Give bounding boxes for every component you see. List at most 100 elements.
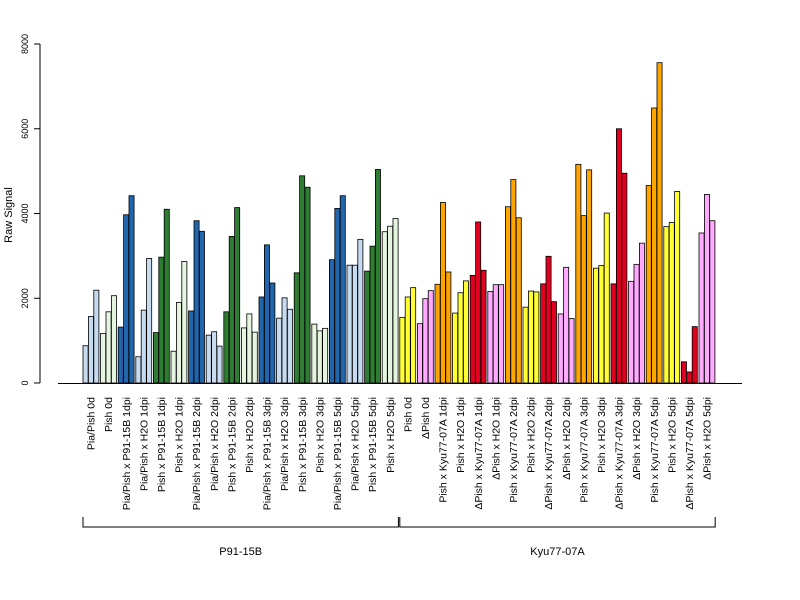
bar [351, 264, 358, 384]
bar [557, 313, 564, 384]
bar [533, 291, 540, 384]
x-tick-label: Pish 0d [402, 397, 414, 432]
x-tick-label: ΔPish x Kyu77-07A 3dpi [614, 397, 626, 510]
bar [163, 208, 170, 384]
bar [135, 356, 142, 384]
bar [639, 242, 645, 384]
bar [422, 298, 429, 384]
x-tick-label: ΔPish x H2O 3dpi [631, 397, 643, 480]
group-bracket [82, 517, 399, 528]
bar [568, 318, 575, 384]
y-axis-title: Raw Signal [3, 187, 15, 243]
bar [457, 292, 464, 384]
x-tick-label: Pish x Kyu77-07A 5dpi [649, 397, 661, 503]
bar [216, 345, 223, 384]
bar [575, 163, 582, 384]
bar [645, 185, 652, 384]
x-tick-label: Pia/Pish x H2O 5dpi [350, 397, 362, 491]
bar [328, 259, 335, 384]
x-tick-label: ΔPish x Kyu77-07A 2dpi [543, 397, 555, 510]
bar [545, 255, 552, 384]
bar [439, 202, 446, 384]
bar [170, 350, 177, 384]
bar [515, 217, 522, 384]
x-tick-label: Pia/Pish x H2O 2dpi [209, 397, 221, 491]
bar [540, 283, 547, 384]
y-tick-label: 4000 [20, 203, 30, 223]
y-tick-label: 0 [20, 380, 30, 385]
bar [427, 290, 434, 384]
bar [392, 218, 399, 384]
bar [580, 215, 587, 384]
bar [281, 297, 288, 384]
bar [193, 220, 200, 384]
x-tick-label: Pish x P91-15B 1dpi [156, 397, 168, 492]
x-tick-label: Pish x H2O 2dpi [244, 397, 256, 473]
bar [399, 316, 406, 384]
bar [709, 220, 716, 384]
x-tick-label: Pia/Pish x P91-15B 3dpi [262, 397, 274, 510]
bar [152, 332, 159, 384]
bar [681, 361, 687, 384]
x-tick-label: Pish x P91-15B 2dpi [226, 397, 238, 492]
bar [633, 263, 640, 384]
bar [504, 206, 511, 384]
bar [610, 283, 617, 384]
bar [258, 296, 265, 384]
x-tick-label: Pish x H2O 2dpi [526, 397, 538, 473]
x-tick-label: Pish x Kyu77-07A 2dpi [508, 397, 520, 503]
bar [416, 323, 423, 384]
bar [369, 245, 376, 384]
bar [462, 280, 469, 384]
bar [188, 310, 195, 384]
x-tick-label: ΔPish x Kyu77-07A 1dpi [473, 397, 485, 510]
bar [299, 175, 306, 384]
bar [434, 283, 441, 384]
bar [598, 265, 605, 384]
bar [603, 212, 610, 384]
bar [663, 226, 670, 384]
bar [691, 326, 698, 384]
x-tick-label: Pish x H2O 1dpi [455, 397, 467, 473]
bar [105, 311, 112, 384]
group-label: P91-15B [219, 546, 262, 558]
bar [175, 302, 182, 384]
x-tick-label: Pia/Pish x P91-15B 5dpi [332, 397, 344, 510]
bar [586, 169, 593, 384]
bar [510, 179, 517, 384]
bar [487, 291, 494, 384]
bar [616, 128, 622, 384]
bar [404, 296, 411, 384]
bar [357, 238, 364, 384]
bar [339, 195, 346, 384]
bar [621, 172, 628, 384]
bar [551, 301, 557, 384]
bar [593, 267, 599, 384]
y-tick-label: 2000 [20, 288, 30, 308]
x-tick-label: Pish x H2O 1dpi [174, 397, 186, 473]
bar [82, 345, 89, 384]
x-tick-label: Pish x Kyu77-07A 1dpi [438, 397, 450, 503]
group-label: Kyu77-07A [530, 546, 585, 558]
bar [364, 270, 371, 384]
x-tick-label: Pia/Pish 0d [86, 397, 98, 450]
bar [374, 169, 381, 384]
x-tick-label: Pish x H2O 5dpi [385, 397, 397, 473]
bar [334, 208, 341, 384]
bar [276, 317, 283, 384]
bar [628, 280, 635, 384]
x-tick-label: Pia/Pish x P91-15B 1dpi [121, 397, 133, 510]
bars-layer [82, 62, 716, 384]
x-tick-label: ΔPish x H2O 2dpi [561, 397, 573, 480]
x-tick-label: Pish x H2O 5dpi [666, 397, 678, 473]
bar [304, 186, 311, 384]
bar [410, 287, 417, 384]
bar [205, 334, 212, 384]
bar [492, 284, 499, 384]
bar [146, 258, 153, 384]
bar [387, 225, 394, 384]
bar [228, 235, 235, 384]
bar [322, 327, 329, 384]
bar [445, 271, 452, 384]
